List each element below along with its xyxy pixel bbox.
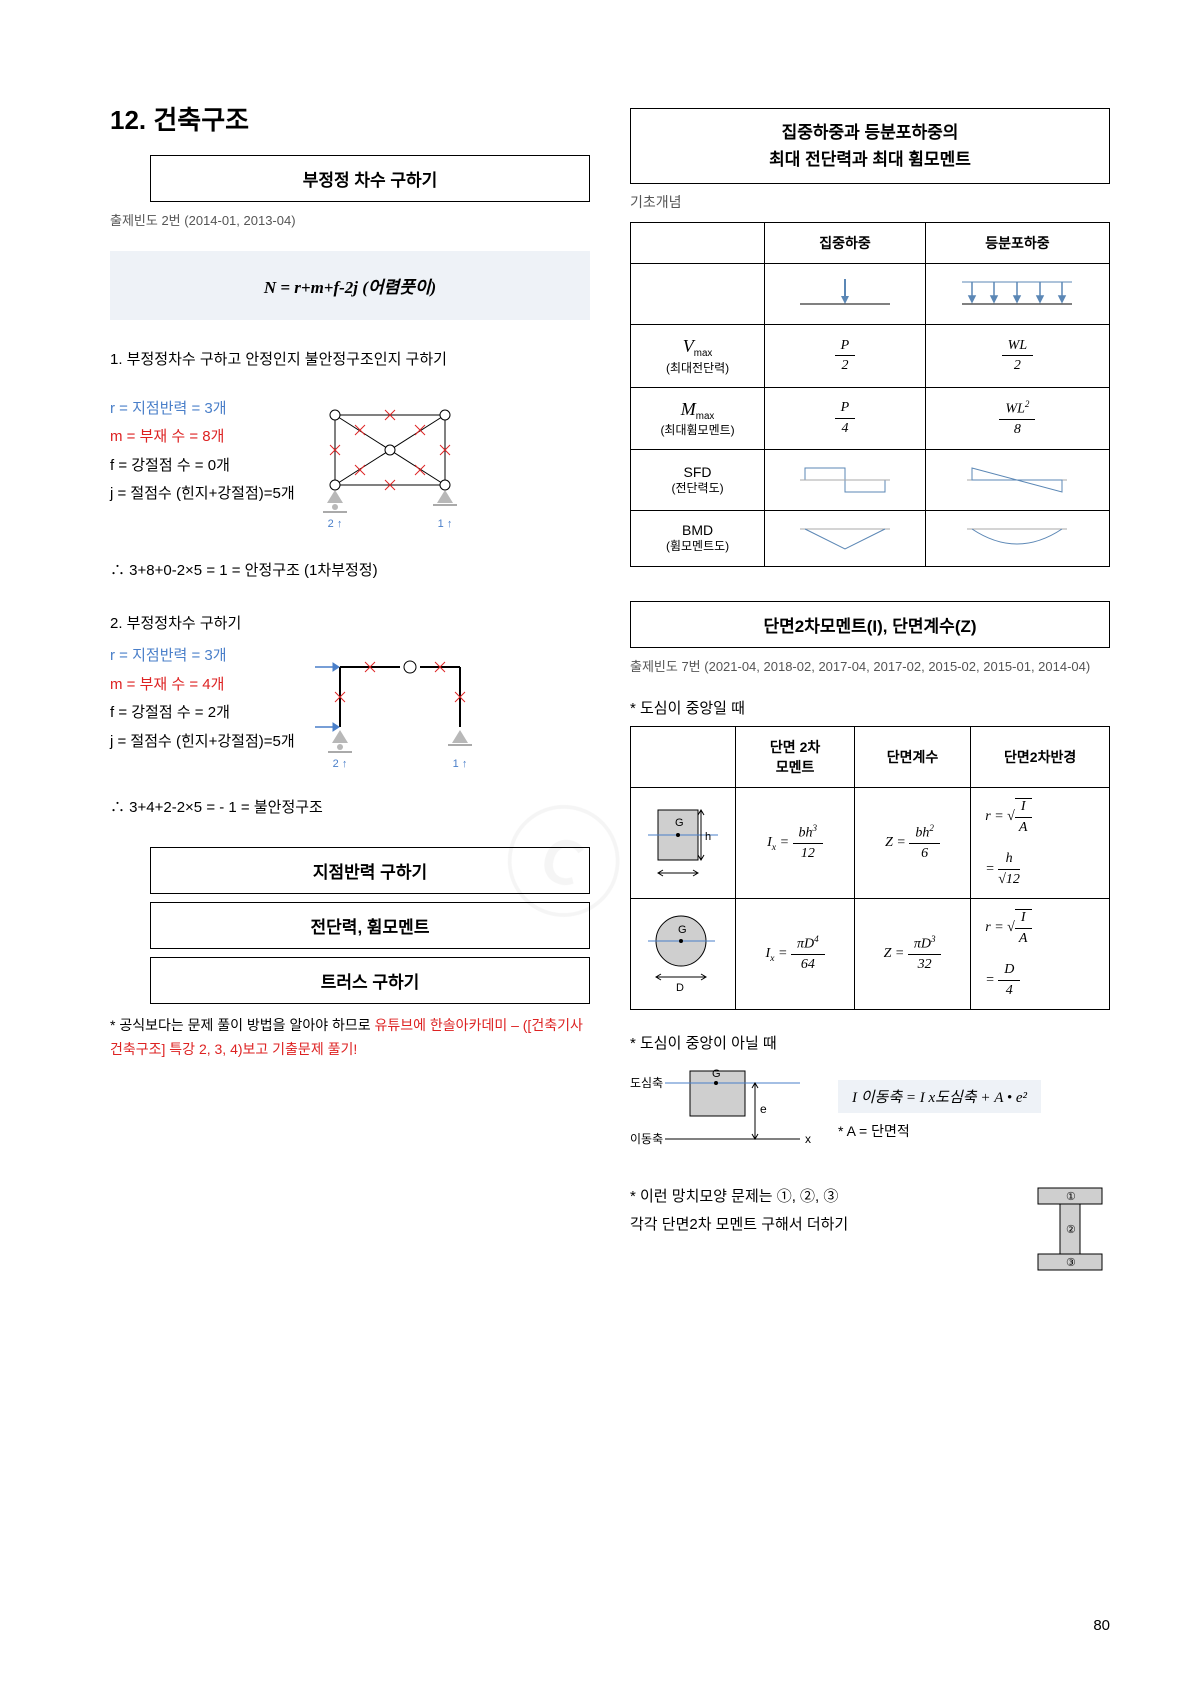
load-th-2: 등분포하중	[925, 223, 1109, 264]
section-box-1: 부정정 차수 구하기	[150, 155, 590, 202]
q2-j: j = 절점수 (힌지+강절점)=5개	[110, 728, 295, 757]
shift-note: * A = 단면적	[838, 1121, 1041, 1141]
vmax-point: P2	[765, 325, 926, 387]
rect-Ix: Ix = bh312	[736, 787, 854, 898]
svg-text:h: h	[705, 831, 711, 843]
load-title-2: 최대 전단력과 최대 휨모멘트	[651, 146, 1089, 173]
vmax-dist: WL2	[925, 325, 1109, 387]
load-sub: 기초개념	[630, 192, 1110, 212]
q2-r: r = 지점반력 = 3개	[110, 642, 295, 671]
page-number: 80	[1093, 1617, 1110, 1634]
svg-text:x: x	[805, 1132, 811, 1146]
freq-2: 출제빈도 7번 (2021-04, 2018-02, 2017-04, 2017…	[630, 656, 1110, 675]
hammer-row: * 이런 망치모양 문제는 ①, ②, ③ 각각 단면2차 모멘트 구해서 더하…	[630, 1183, 1110, 1283]
q1-heading: 1. 부정정차수 구하고 안정인지 불안정구조인지 구하기	[110, 346, 590, 375]
truss-diagram-1: 2 ↑ 1 ↑	[315, 395, 465, 535]
svg-text:1 ↑: 1 ↑	[437, 518, 452, 530]
q1-vars: r = 지점반력 = 3개 m = 부재 수 = 8개 f = 강절점 수 = …	[110, 395, 295, 509]
q1-m: m = 부재 수 = 8개	[110, 423, 295, 452]
svg-text:2 ↑: 2 ↑	[332, 758, 347, 770]
vmax-label: Vmax (최대전단력)	[631, 325, 765, 387]
right-column: 집중하중과 등분포하중의 최대 전단력과 최대 휨모멘트 기초개념 집중하중 등…	[630, 100, 1110, 1283]
hammer-shape-icon: ① ② ③	[1030, 1183, 1110, 1283]
svg-text:G: G	[678, 924, 687, 936]
sfd-dist-icon	[925, 449, 1109, 510]
q1-r: r = 지점반력 = 3개	[110, 395, 295, 424]
q2-conclusion: ∴ 3+4+2-2×5 = - 1 = 불안정구조	[110, 796, 590, 817]
load-th-1: 집중하중	[765, 223, 926, 264]
sfd-label: SFD (전단력도)	[631, 449, 765, 510]
q2-f: f = 강절점 수 = 2개	[110, 699, 295, 728]
load-title-box: 집중하중과 등분포하중의 최대 전단력과 최대 휨모멘트	[630, 108, 1110, 184]
chapter-title: 12. 건축구조	[110, 100, 590, 137]
left-column: 12. 건축구조 부정정 차수 구하기 출제빈도 2번 (2014-01, 20…	[110, 100, 590, 1283]
circ-r: r = √IA = D4	[971, 898, 1110, 1009]
center-bullet: * 도심이 중앙일 때	[630, 697, 1110, 718]
svg-text:2 ↑: 2 ↑	[327, 518, 342, 530]
circ-Ix: Ix = πD464	[736, 898, 854, 1009]
rect-shape-icon: G h	[631, 787, 736, 898]
circ-Z: Z = πD332	[854, 898, 970, 1009]
load-table: 집중하중 등분포하중	[630, 222, 1110, 566]
two-column-layout: 12. 건축구조 부정정 차수 구하기 출제빈도 2번 (2014-01, 20…	[110, 100, 1110, 1283]
offcenter-bullet: * 도심이 중앙이 아닐 때	[630, 1032, 1110, 1053]
q1-j: j = 절점수 (힌지+강절점)=5개	[110, 480, 295, 509]
q2-vars: r = 지점반력 = 3개 m = 부재 수 = 4개 f = 강절점 수 = …	[110, 642, 295, 756]
sp-th-1: 단면 2차 모멘트	[736, 726, 854, 787]
shift-formula: I 이동축 = I x도심축 + A • e²	[838, 1080, 1041, 1113]
main-formula: N = r+m+f-2j (어렴풋이)	[110, 251, 590, 320]
mmax-point: P4	[765, 387, 926, 449]
q2-m: m = 부재 수 = 4개	[110, 671, 295, 700]
section-box-2: 지점반력 구하기	[150, 847, 590, 894]
freq-1: 출제빈도 2번 (2014-01, 2013-04)	[110, 210, 590, 229]
moment-title-box: 단면2차모멘트(I), 단면계수(Z)	[630, 601, 1110, 648]
sp-th-2: 단면계수	[854, 726, 970, 787]
point-load-icon	[765, 264, 926, 325]
q1-conclusion: ∴ 3+8+0-2×5 = 1 = 안정구조 (1차부정정)	[110, 559, 590, 580]
section-box-3: 전단력, 휨모멘트	[150, 902, 590, 949]
chapter-num: 12.	[110, 105, 146, 135]
bmd-dist-icon	[925, 510, 1109, 566]
svg-text:도심축: 도심축	[630, 1076, 663, 1090]
load-title-1: 집중하중과 등분포하중의	[651, 119, 1089, 146]
sfd-point-icon	[765, 449, 926, 510]
dist-load-icon	[925, 264, 1109, 325]
parallel-axis-row: x G e 도심축 이동축 I 이동축 = I x도심축 + A • e² * …	[630, 1061, 1110, 1161]
rect-r: r = √IA = h√12	[971, 787, 1110, 898]
hammer-bullet: * 이런 망치모양 문제는 ①, ②, ③ 각각 단면2차 모멘트 구해서 더하…	[630, 1183, 1010, 1240]
mmax-label: Mmax (최대휨모멘트)	[631, 387, 765, 449]
svg-text:②: ②	[1066, 1224, 1076, 1236]
svg-text:G: G	[675, 817, 684, 829]
bmd-point-icon	[765, 510, 926, 566]
parallel-axis-icon: x G e 도심축 이동축	[630, 1061, 820, 1161]
formula-text: N = r+m+f-2j (어렴풋이)	[264, 278, 436, 297]
mmax-dist: WL28	[925, 387, 1109, 449]
frame-diagram-2: 2 ↑ 1 ↑	[315, 642, 485, 772]
tip-pre: * 공식보다는 문제 풀이 방법을 알아야 하므로	[110, 1017, 375, 1033]
rect-Z: Z = bh26	[854, 787, 970, 898]
parallel-axis-formulae: I 이동축 = I x도심축 + A • e² * A = 단면적	[838, 1080, 1041, 1141]
tip-note: * 공식보다는 문제 풀이 방법을 알아야 하므로 유튜브에 한솔아카데미 – …	[110, 1014, 590, 1062]
circle-shape-icon: G D	[631, 898, 736, 1009]
q2-heading: 2. 부정정차수 구하기	[110, 610, 590, 639]
section-props-table: 단면 2차 모멘트 단면계수 단면2차반경 G h	[630, 726, 1110, 1010]
svg-text:1 ↑: 1 ↑	[452, 758, 467, 770]
svg-text:③: ③	[1066, 1257, 1076, 1269]
svg-text:①: ①	[1066, 1191, 1076, 1203]
svg-text:e: e	[760, 1102, 767, 1116]
chapter-name: 건축구조	[153, 105, 249, 135]
svg-text:이동축: 이동축	[630, 1132, 663, 1146]
sp-th-3: 단면2차반경	[971, 726, 1110, 787]
svg-text:G: G	[712, 1068, 721, 1080]
q1-f: f = 강절점 수 = 0개	[110, 452, 295, 481]
bmd-label: BMD (휨모멘트도)	[631, 510, 765, 566]
svg-text:D: D	[676, 982, 684, 994]
section-box-4: 트러스 구하기	[150, 957, 590, 1004]
